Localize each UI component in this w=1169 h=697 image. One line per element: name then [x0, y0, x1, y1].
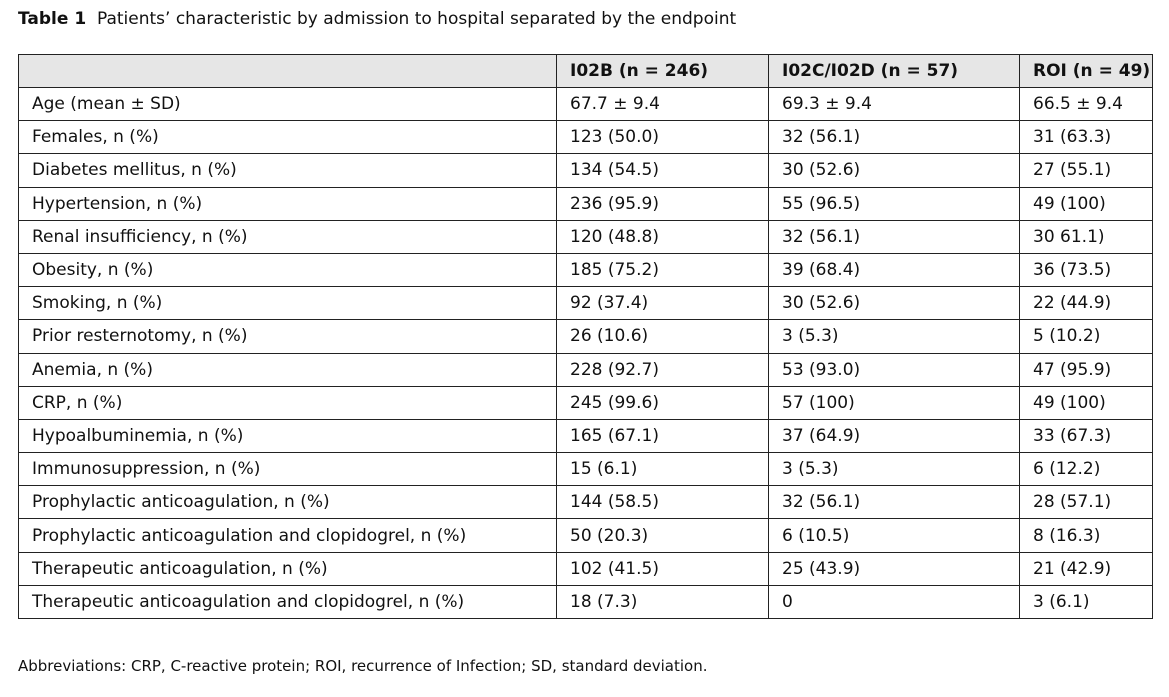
cell-i02c-i02d: 37 (64.9) — [768, 418, 1020, 454]
row-label: Therapeutic anticoagulation, n (%) — [18, 551, 557, 586]
row-label: Prophylactic anticoagulation, n (%) — [18, 485, 557, 520]
row-label: Prior resternotomy, n (%) — [18, 319, 557, 354]
cell-i02c-i02d: 32 (56.1) — [768, 219, 1020, 254]
cell-i02b: 102 (41.5) — [556, 551, 769, 586]
cell-roi: 31 (63.3) — [1019, 120, 1153, 155]
table-row: Age (mean ± SD) 67.7 ± 9.4 69.3 ± 9.4 66… — [18, 86, 1153, 122]
row-label: Smoking, n (%) — [18, 286, 557, 321]
cell-i02c-i02d: 57 (100) — [768, 385, 1020, 420]
row-label: Therapeutic anticoagulation and clopidog… — [18, 584, 557, 620]
cell-i02b: 67.7 ± 9.4 — [556, 86, 769, 122]
header-cell-empty — [18, 54, 557, 88]
table-row: CRP, n (%) 245 (99.6) 57 (100) 49 (100) — [18, 385, 1153, 420]
cell-i02b: 228 (92.7) — [556, 352, 769, 387]
cell-roi: 47 (95.9) — [1019, 352, 1153, 387]
cell-i02c-i02d: 0 — [768, 584, 1020, 620]
row-label: Immunosuppression, n (%) — [18, 452, 557, 487]
table-row: Therapeutic anticoagulation, n (%) 102 (… — [18, 551, 1153, 586]
cell-i02c-i02d: 3 (5.3) — [768, 319, 1020, 354]
cell-roi: 27 (55.1) — [1019, 153, 1153, 188]
cell-i02b: 165 (67.1) — [556, 418, 769, 454]
table-row: Prophylactic anticoagulation, n (%) 144 … — [18, 485, 1153, 520]
cell-i02b: 120 (48.8) — [556, 219, 769, 254]
cell-roi: 66.5 ± 9.4 — [1019, 86, 1153, 122]
table-row: Females, n (%) 123 (50.0) 32 (56.1) 31 (… — [18, 120, 1153, 155]
cell-roi: 36 (73.5) — [1019, 252, 1153, 288]
row-label: Females, n (%) — [18, 120, 557, 155]
table-title: Patients’ characteristic by admission to… — [96, 9, 737, 29]
table-row: Smoking, n (%) 92 (37.4) 30 (52.6) 22 (4… — [18, 286, 1153, 321]
cell-i02b: 26 (10.6) — [556, 319, 769, 354]
cell-roi: 8 (16.3) — [1019, 518, 1153, 553]
cell-roi: 30 61.1) — [1019, 219, 1153, 254]
cell-i02b: 245 (99.6) — [556, 385, 769, 420]
row-label: Prophylactic anticoagulation and clopido… — [18, 518, 557, 553]
patient-characteristics-table: I02B (n = 246) I02C/I02D (n = 57) ROI (n… — [18, 54, 1153, 620]
cell-i02c-i02d: 32 (56.1) — [768, 485, 1020, 520]
row-label: Renal insufficiency, n (%) — [18, 219, 557, 254]
cell-i02c-i02d: 30 (52.6) — [768, 286, 1020, 321]
table-row: Therapeutic anticoagulation and clopidog… — [18, 584, 1153, 620]
row-label: Hypoalbuminemia, n (%) — [18, 418, 557, 454]
table-row: Hypoalbuminemia, n (%) 165 (67.1) 37 (64… — [18, 418, 1153, 454]
table-row: Diabetes mellitus, n (%) 134 (54.5) 30 (… — [18, 153, 1153, 188]
table-caption: Table 1 Patients’ characteristic by admi… — [18, 7, 736, 31]
cell-roi: 49 (100) — [1019, 385, 1153, 420]
cell-i02c-i02d: 39 (68.4) — [768, 252, 1020, 288]
table-row: Hypertension, n (%) 236 (95.9) 55 (96.5)… — [18, 186, 1153, 221]
row-label: Obesity, n (%) — [18, 252, 557, 288]
table-row: Prophylactic anticoagulation and clopido… — [18, 518, 1153, 553]
header-cell-i02b: I02B (n = 246) — [556, 54, 769, 88]
table-body: Age (mean ± SD) 67.7 ± 9.4 69.3 ± 9.4 66… — [18, 86, 1153, 620]
cell-roi: 6 (12.2) — [1019, 452, 1153, 487]
table-footnote: Abbreviations: CRP, C-reactive protein; … — [18, 657, 708, 675]
row-label: Age (mean ± SD) — [18, 86, 557, 122]
cell-i02c-i02d: 6 (10.5) — [768, 518, 1020, 553]
cell-i02b: 144 (58.5) — [556, 485, 769, 520]
header-cell-roi: ROI (n = 49) — [1019, 54, 1153, 88]
row-label: CRP, n (%) — [18, 385, 557, 420]
cell-i02c-i02d: 32 (56.1) — [768, 120, 1020, 155]
cell-i02c-i02d: 3 (5.3) — [768, 452, 1020, 487]
cell-i02b: 15 (6.1) — [556, 452, 769, 487]
row-label: Diabetes mellitus, n (%) — [18, 153, 557, 188]
cell-roi: 5 (10.2) — [1019, 319, 1153, 354]
header-row: I02B (n = 246) I02C/I02D (n = 57) ROI (n… — [18, 54, 1153, 88]
cell-roi: 49 (100) — [1019, 186, 1153, 221]
cell-roi: 28 (57.1) — [1019, 485, 1153, 520]
cell-i02b: 134 (54.5) — [556, 153, 769, 188]
cell-i02c-i02d: 55 (96.5) — [768, 186, 1020, 221]
table-header: I02B (n = 246) I02C/I02D (n = 57) ROI (n… — [18, 54, 1153, 88]
cell-i02b: 92 (37.4) — [556, 286, 769, 321]
row-label: Hypertension, n (%) — [18, 186, 557, 221]
cell-i02b: 236 (95.9) — [556, 186, 769, 221]
cell-i02c-i02d: 25 (43.9) — [768, 551, 1020, 586]
cell-roi: 3 (6.1) — [1019, 584, 1153, 620]
table-row: Prior resternotomy, n (%) 26 (10.6) 3 (5… — [18, 319, 1153, 354]
cell-i02b: 185 (75.2) — [556, 252, 769, 288]
cell-i02b: 123 (50.0) — [556, 120, 769, 155]
table-row: Obesity, n (%) 185 (75.2) 39 (68.4) 36 (… — [18, 252, 1153, 288]
row-label: Anemia, n (%) — [18, 352, 557, 387]
table-label: Table 1 — [18, 9, 87, 29]
cell-roi: 21 (42.9) — [1019, 551, 1153, 586]
cell-i02b: 50 (20.3) — [556, 518, 769, 553]
cell-i02b: 18 (7.3) — [556, 584, 769, 620]
table-row: Immunosuppression, n (%) 15 (6.1) 3 (5.3… — [18, 452, 1153, 487]
cell-roi: 22 (44.9) — [1019, 286, 1153, 321]
cell-i02c-i02d: 53 (93.0) — [768, 352, 1020, 387]
header-cell-i02c-i02d: I02C/I02D (n = 57) — [768, 54, 1020, 88]
cell-roi: 33 (67.3) — [1019, 418, 1153, 454]
cell-i02c-i02d: 30 (52.6) — [768, 153, 1020, 188]
table-row: Renal insufficiency, n (%) 120 (48.8) 32… — [18, 219, 1153, 254]
table-row: Anemia, n (%) 228 (92.7) 53 (93.0) 47 (9… — [18, 352, 1153, 387]
cell-i02c-i02d: 69.3 ± 9.4 — [768, 86, 1020, 122]
